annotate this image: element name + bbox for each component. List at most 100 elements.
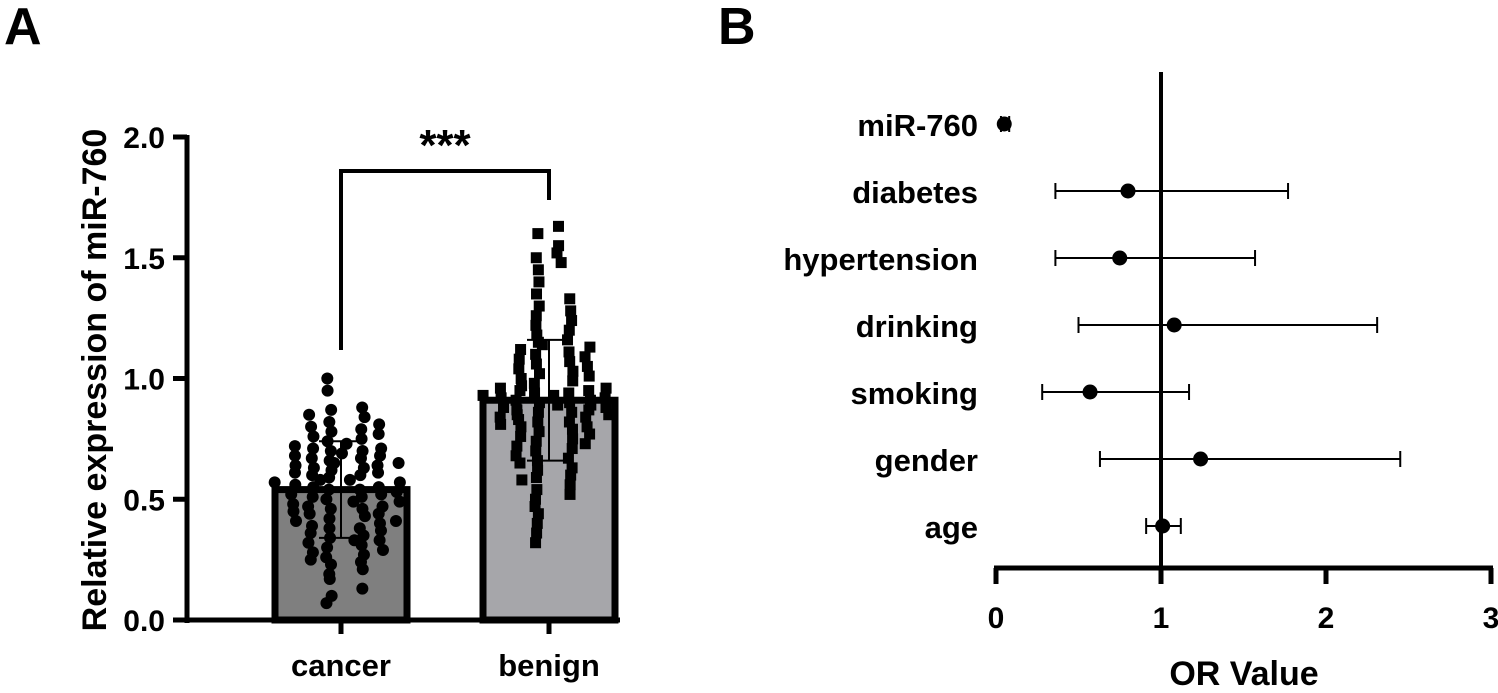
x-tick-label: 3 — [1483, 602, 1498, 635]
category-label-benign: benign — [498, 648, 600, 683]
data-point-benign — [495, 392, 507, 404]
data-point-benign — [530, 348, 542, 360]
or-point-gender — [1193, 451, 1209, 467]
row-label-age: age — [925, 510, 978, 545]
data-point-cancer — [353, 483, 366, 496]
data-point-benign — [530, 435, 542, 447]
data-point-benign — [514, 457, 526, 469]
data-point-benign — [494, 411, 506, 423]
data-point-cancer — [358, 411, 371, 424]
data-point-benign — [533, 397, 545, 409]
data-point-benign — [533, 300, 545, 312]
y-tick-label: 0.0 — [123, 605, 165, 638]
data-point-cancer — [356, 582, 369, 595]
data-point-cancer — [321, 384, 334, 397]
data-point-benign — [529, 493, 541, 505]
data-point-cancer — [305, 452, 318, 465]
data-point-benign — [548, 389, 560, 401]
data-point-benign — [532, 406, 544, 418]
data-point-cancer — [343, 473, 356, 486]
data-point-cancer — [307, 442, 320, 455]
data-point-cancer — [357, 461, 370, 474]
data-point-cancer — [288, 449, 301, 462]
or-point-age — [1155, 518, 1171, 534]
data-point-benign — [532, 228, 544, 240]
data-point-cancer — [372, 428, 385, 441]
data-point-cancer — [357, 548, 370, 561]
data-point-benign — [532, 508, 544, 520]
data-point-benign — [564, 293, 576, 305]
data-point-benign — [552, 220, 564, 232]
data-point-cancer — [324, 502, 337, 515]
data-point-cancer — [307, 461, 320, 474]
or-point-smoking — [1082, 384, 1098, 400]
data-point-cancer — [356, 444, 369, 457]
panel-label-a: A — [4, 0, 42, 56]
data-point-cancer — [320, 493, 333, 506]
data-point-benign — [515, 344, 527, 356]
data-point-benign — [599, 392, 611, 404]
data-point-benign — [583, 385, 595, 397]
data-point-benign — [533, 276, 545, 288]
data-point-benign — [531, 527, 543, 539]
data-point-cancer — [323, 568, 336, 581]
data-point-benign — [513, 363, 525, 375]
data-point-benign — [532, 264, 544, 276]
or-point-hypertension — [1112, 250, 1128, 266]
data-point-benign — [533, 426, 545, 438]
data-point-cancer — [303, 408, 316, 421]
data-point-cancer — [289, 459, 302, 472]
panel-label-b: B — [718, 0, 756, 56]
row-label-gender: gender — [875, 443, 978, 478]
data-point-cancer — [371, 459, 384, 472]
data-point-benign — [530, 319, 542, 331]
data-point-benign — [530, 358, 542, 370]
data-point-cancer — [321, 372, 334, 385]
data-point-cancer — [306, 546, 319, 559]
data-point-benign — [565, 305, 577, 317]
data-point-benign — [532, 336, 544, 348]
data-point-cancer — [321, 541, 334, 554]
data-point-cancer — [356, 401, 369, 414]
x-axis-title: OR Value — [1169, 655, 1318, 693]
data-point-benign — [477, 389, 489, 401]
data-point-benign — [567, 433, 579, 445]
data-point-benign — [495, 418, 507, 430]
data-point-benign — [531, 517, 543, 529]
data-point-cancer — [306, 519, 319, 532]
data-point-benign — [600, 382, 612, 394]
data-point-cancer — [393, 495, 406, 508]
y-tick-label: 0.5 — [123, 484, 165, 517]
data-point-cancer — [307, 430, 320, 443]
data-point-benign — [567, 365, 579, 377]
data-point-benign — [563, 324, 575, 336]
data-point-cancer — [373, 534, 386, 547]
data-point-benign — [584, 394, 596, 406]
data-point-benign — [566, 443, 578, 455]
data-point-benign — [580, 411, 592, 423]
data-point-cancer — [268, 476, 281, 489]
data-point-benign — [531, 484, 543, 496]
data-point-benign — [532, 416, 544, 428]
data-point-cancer — [373, 418, 386, 431]
panel-b-forest-plot: B miR-760 diabetes hypertension drinking smo… — [718, 0, 1498, 693]
data-point-benign — [579, 438, 591, 450]
panel-a-bar-chart: A Relative expression of miR-760 0.0 0.5 1… — [4, 0, 620, 683]
data-point-cancer — [340, 437, 353, 450]
data-point-benign — [530, 445, 542, 457]
data-point-benign — [534, 368, 546, 380]
data-point-cancer — [323, 512, 336, 525]
data-point-cancer — [323, 522, 336, 535]
data-point-cancer — [372, 481, 385, 494]
data-point-cancer — [289, 514, 302, 527]
data-point-benign — [563, 387, 575, 399]
data-point-cancer — [393, 476, 406, 489]
data-point-benign — [563, 416, 575, 428]
or-point-diabetes — [1120, 183, 1136, 199]
data-point-benign — [562, 452, 574, 464]
or-point-drinking — [1166, 317, 1182, 333]
y-axis-title: Relative expression of miR-760 — [76, 129, 114, 632]
data-point-benign — [510, 394, 522, 406]
data-point-cancer — [322, 483, 335, 496]
